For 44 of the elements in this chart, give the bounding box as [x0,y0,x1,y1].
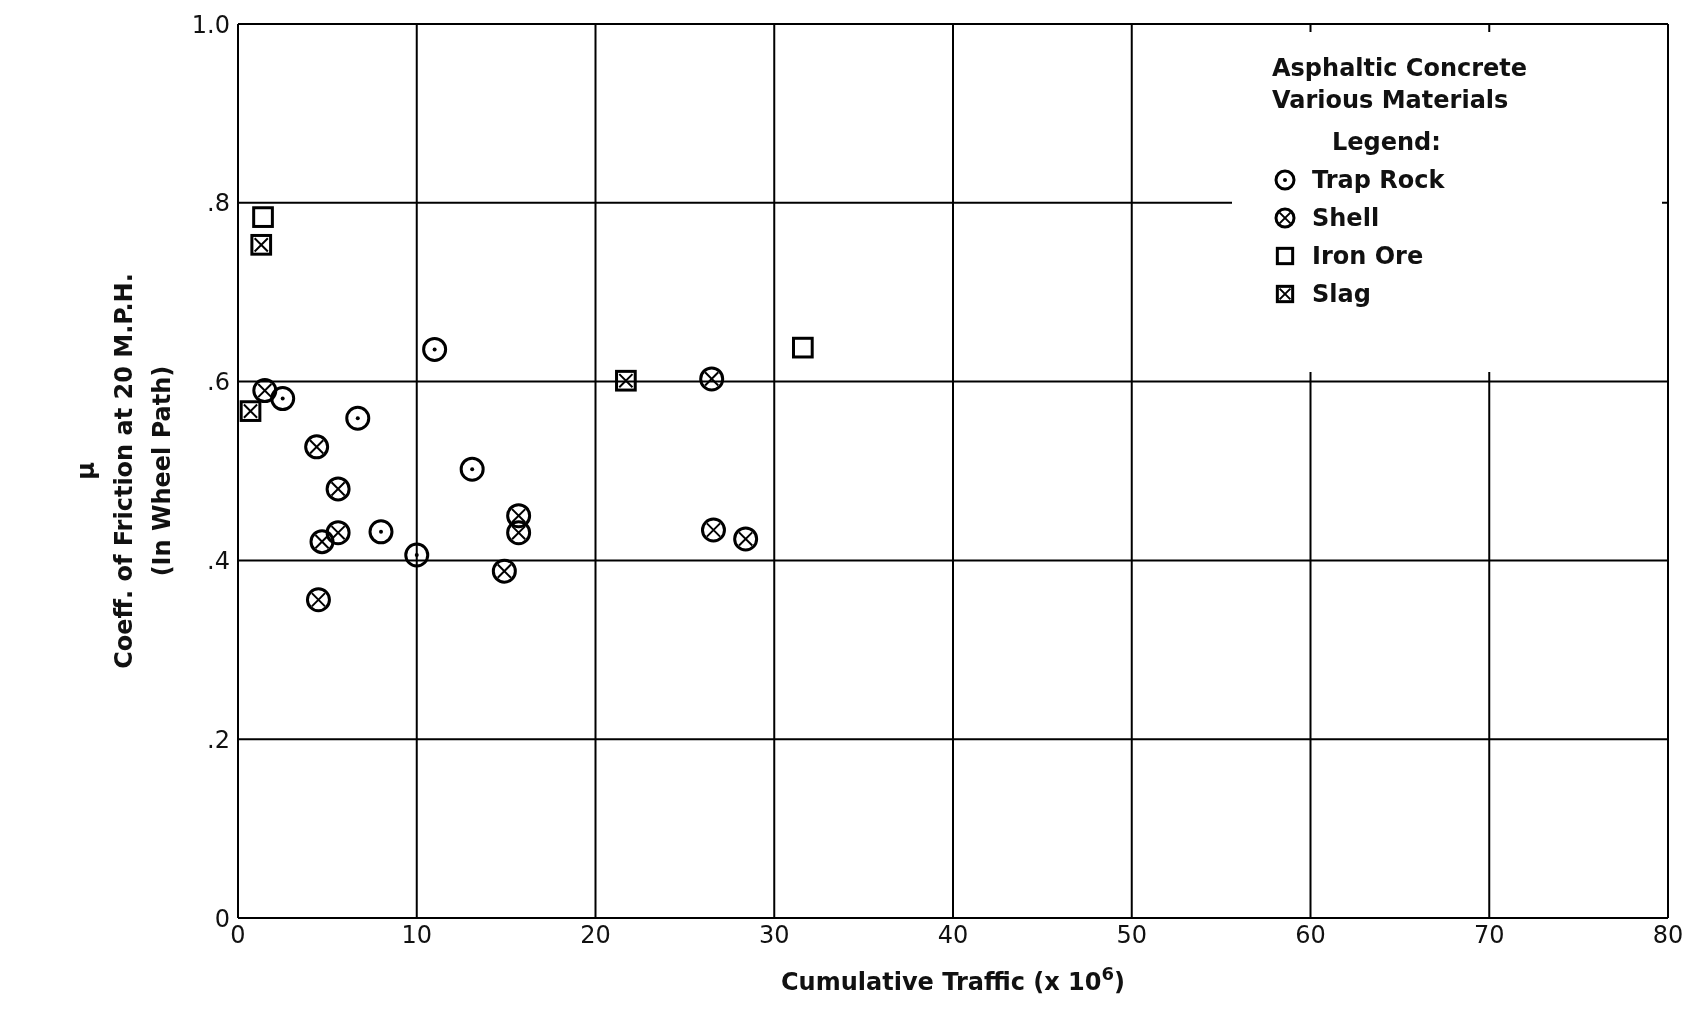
legend-title: Legend: [1332,128,1441,156]
point [270,386,296,412]
chart-title: Asphaltic Concrete Various Materials [1272,54,1528,114]
y-tick-label: 1.0 [191,10,230,39]
point [459,456,485,482]
point [615,369,637,392]
point [305,587,331,613]
point [506,503,532,529]
y-tick-label: .2 [207,725,230,754]
point [491,558,517,584]
legend-label: Trap Rock [1312,166,1445,194]
y-axis-title: μ Coeff. of Friction at 20 M.P.H. (In Wheel Path) [72,273,176,669]
point [506,520,532,546]
x-tick-label: 30 [758,921,790,950]
x-axis-title: Cumulative Traffic (x 10$^{6}$) [780,962,1126,996]
legend-label: Shell [1312,204,1380,232]
point [309,529,335,555]
point [252,378,278,404]
point [250,233,273,256]
point [700,517,726,543]
point [792,336,814,359]
x-tick-label: 20 [580,921,611,950]
point [404,542,430,568]
point [304,434,330,460]
y-tick-label: .8 [207,189,230,218]
point [422,336,448,362]
x-tick-label: 10 [401,921,433,950]
x-tick-label: 70 [1473,921,1505,950]
x-tick-label: 40 [937,921,969,950]
legend-label: Iron Ore [1312,242,1424,270]
point [368,519,394,545]
legend-label: Slag [1312,280,1371,308]
x-tick-label: 80 [1652,921,1684,950]
x-tick-label: 50 [1116,921,1148,950]
point [345,405,371,431]
point [252,206,274,228]
x-tick-label: 60 [1295,921,1326,950]
y-tick-label: .6 [207,368,230,397]
point [699,366,725,392]
point [239,400,262,422]
y-tick-label: .4 [207,546,230,575]
point [325,520,351,546]
point [733,526,759,552]
point [325,476,351,502]
